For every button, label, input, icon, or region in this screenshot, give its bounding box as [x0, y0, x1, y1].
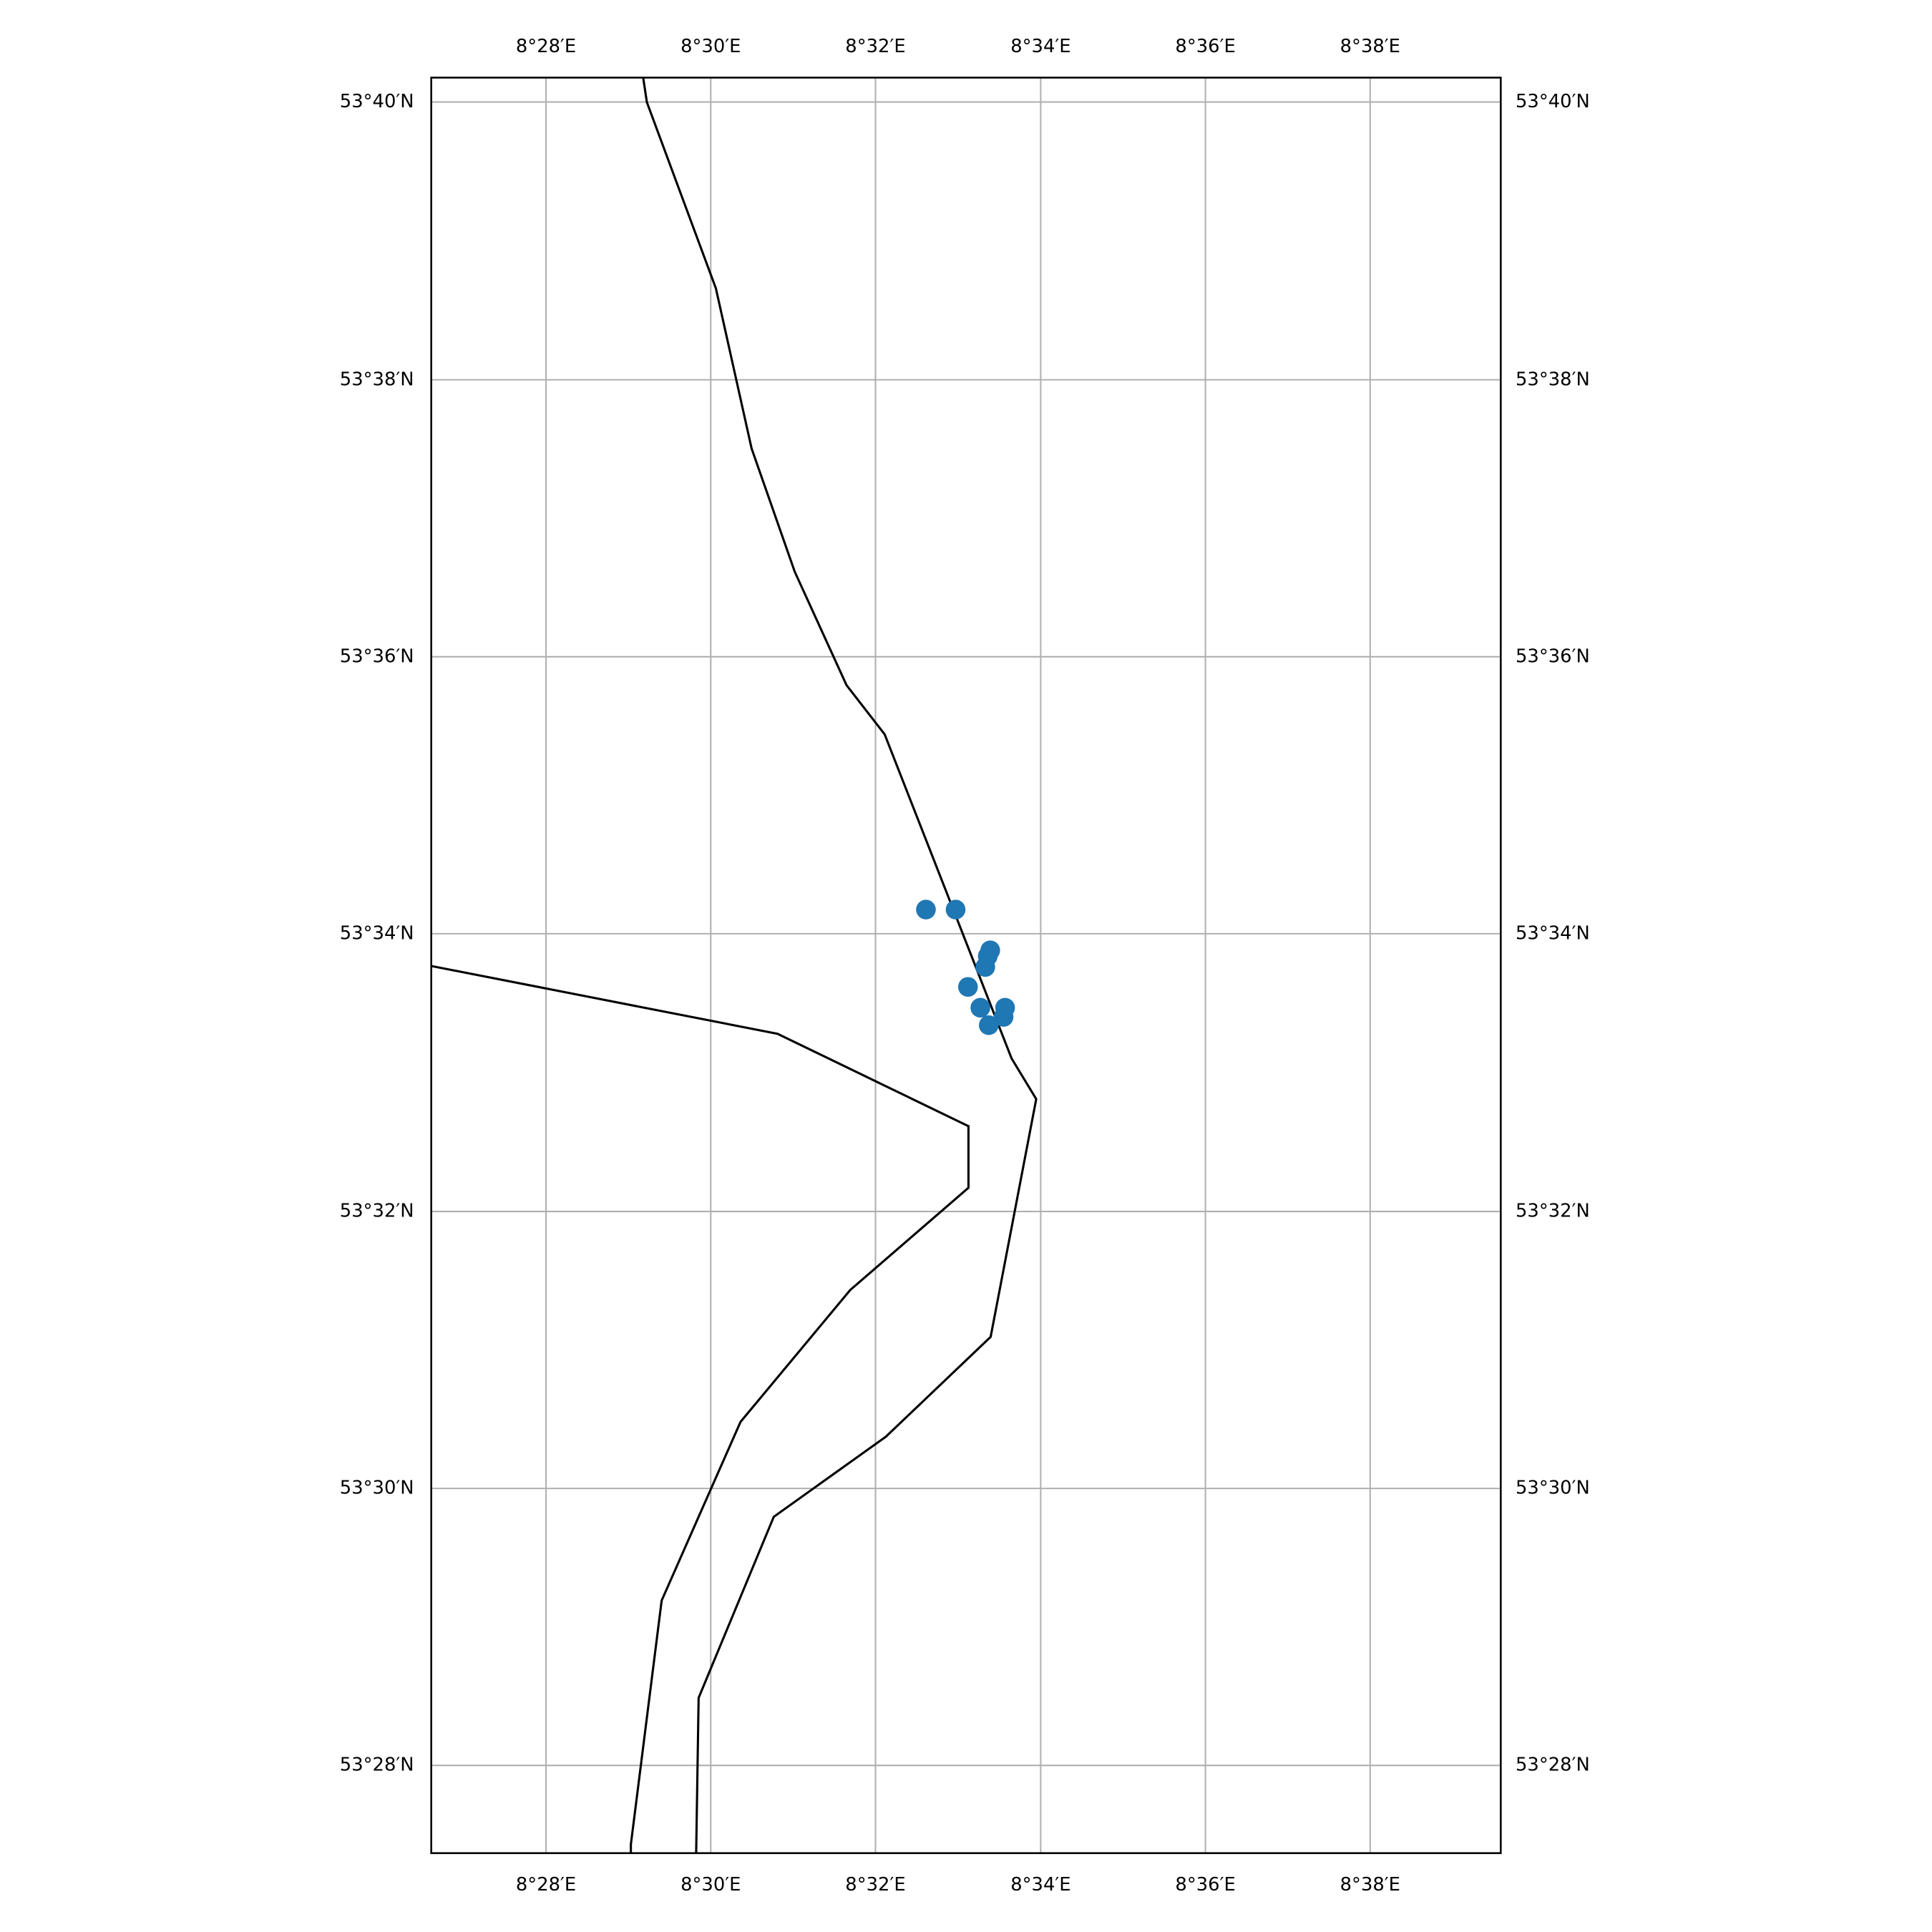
point: [957, 977, 978, 997]
y-tick-label: 53°30′N: [1516, 1478, 1590, 1499]
points: [916, 899, 1015, 1035]
x-tick-label: 8°32′E: [845, 36, 905, 57]
map-frame: [430, 77, 1502, 1855]
grid: [431, 77, 1501, 1853]
y-tick-label: 53°34′N: [340, 922, 414, 944]
y-tick-label: 53°40′N: [1516, 91, 1590, 112]
x-tick-label: 8°28′E: [516, 36, 576, 57]
coastline: [642, 77, 1038, 1853]
y-tick-label: 53°34′N: [1516, 922, 1590, 944]
point: [916, 899, 936, 919]
y-tick-label: 53°30′N: [340, 1478, 414, 1499]
x-tick-label: 8°32′E: [845, 1874, 905, 1896]
point: [979, 1015, 999, 1035]
y-tick-label: 53°32′N: [1516, 1201, 1590, 1222]
point: [970, 997, 990, 1018]
y-tick-label: 53°28′N: [1516, 1755, 1590, 1776]
coastline: [431, 965, 970, 1853]
x-tick-label: 8°30′E: [680, 36, 741, 57]
point: [975, 957, 995, 977]
point: [945, 899, 966, 919]
y-tick-label: 53°28′N: [340, 1755, 414, 1776]
x-tick-label: 8°38′E: [1340, 1874, 1400, 1896]
y-tick-label: 53°38′N: [340, 369, 414, 390]
y-tick-label: 53°36′N: [1516, 645, 1590, 667]
x-tick-label: 8°34′E: [1010, 1874, 1070, 1896]
x-tick-label: 8°36′E: [1175, 36, 1235, 57]
y-tick-label: 53°32′N: [340, 1201, 414, 1222]
x-tick-label: 8°36′E: [1175, 1874, 1235, 1896]
x-tick-label: 8°30′E: [680, 1874, 741, 1896]
x-tick-label: 8°38′E: [1340, 36, 1400, 57]
point: [993, 1007, 1014, 1027]
y-tick-label: 53°38′N: [1516, 369, 1590, 390]
y-tick-label: 53°40′N: [340, 91, 414, 112]
x-tick-label: 8°28′E: [516, 1874, 576, 1896]
y-tick-label: 53°36′N: [340, 645, 414, 667]
coastlines: [431, 77, 1038, 1853]
x-tick-label: 8°34′E: [1010, 36, 1070, 57]
